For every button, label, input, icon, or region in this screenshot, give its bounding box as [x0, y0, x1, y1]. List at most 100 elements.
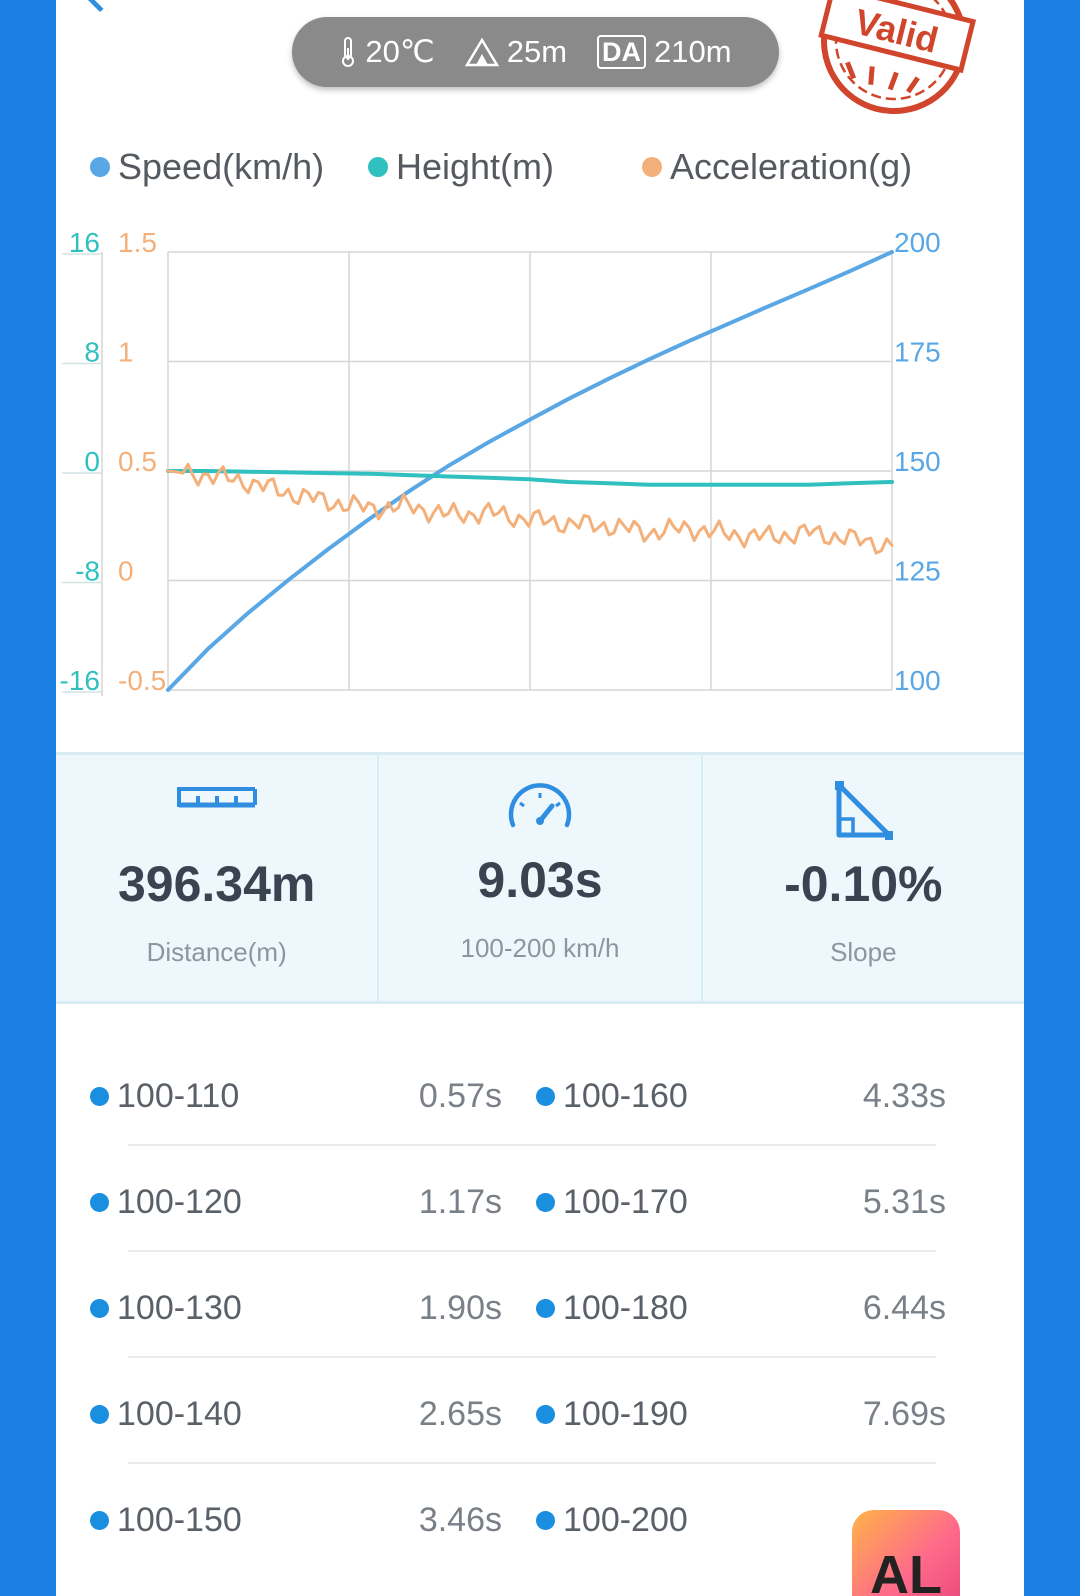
thermometer-icon	[342, 37, 355, 67]
split-row: 100-110 0.57s 100-160 4.33s	[56, 1040, 1024, 1146]
temperature-value: 20℃	[365, 34, 435, 69]
slope-label: Slope	[830, 937, 897, 967]
split-left-time: 2.65s	[418, 1395, 502, 1433]
tick-label-height: -8	[75, 556, 100, 587]
split-right-time: 6.44s	[862, 1289, 946, 1327]
tick-label-speed: 100	[894, 665, 941, 696]
split-row: 100-130 1.90s 100-180 6.44s	[56, 1252, 1024, 1358]
row-divider	[128, 1462, 936, 1464]
split-left-time: 1.17s	[418, 1183, 502, 1221]
split-dot	[90, 1193, 109, 1212]
split-row: 100-120 1.17s 100-170 5.31s	[56, 1146, 1024, 1252]
tick-label-height: 16	[69, 227, 100, 258]
split-row: 100-150 3.46s 100-200	[56, 1464, 1024, 1570]
split-right-range: 100-200	[563, 1501, 688, 1539]
legend-height[interactable]: Height(m)	[368, 146, 554, 188]
distance-label: Distance(m)	[146, 937, 287, 967]
split-left-time: 0.57s	[418, 1077, 502, 1115]
series-line-acceleration-g	[166, 462, 894, 555]
tick-label-acceleration: -0.5	[118, 665, 166, 696]
split-left-label: 100-150	[90, 1501, 242, 1540]
split-left-range: 100-130	[117, 1289, 242, 1327]
tick-label-height: 0	[84, 446, 100, 477]
row-divider	[128, 1144, 936, 1146]
split-right-time: 4.33s	[862, 1077, 946, 1115]
split-dot	[90, 1511, 109, 1530]
legend-label-height: Height(m)	[396, 146, 555, 187]
tick-label-acceleration: 0.5	[118, 446, 157, 477]
split-left-range: 100-120	[117, 1183, 242, 1221]
split-left-time: 3.46s	[418, 1501, 502, 1539]
row-divider	[128, 1250, 936, 1252]
distance-stat: 396.34m Distance(m)	[56, 755, 377, 1001]
slope-value: -0.10%	[784, 856, 943, 912]
split-right-time: 7.69s	[862, 1395, 946, 1433]
split-dot	[536, 1299, 555, 1318]
back-arrow-icon[interactable]	[86, 0, 117, 13]
split-right-time: 5.31s	[862, 1183, 946, 1221]
density-altitude-item: DA 210m	[597, 34, 732, 70]
split-right-label: 100-190	[536, 1395, 688, 1434]
split-right-label: 100-170	[536, 1183, 688, 1222]
speedometer-icon	[508, 783, 572, 828]
split-right-label: 100-180	[536, 1289, 688, 1328]
tick-label-height: 8	[84, 337, 100, 368]
split-right-range: 100-190	[563, 1395, 688, 1433]
split-row: 100-140 2.65s 100-190 7.69s	[56, 1358, 1024, 1464]
results-panel: 20℃ 25m DA 210m Valid Speed(	[56, 0, 1024, 1596]
conditions-pill: 20℃ 25m DA 210m	[292, 17, 779, 87]
al-app-badge[interactable]: AL	[852, 1510, 960, 1596]
tick-label-acceleration: 1	[118, 337, 134, 368]
split-right-label: 100-160	[536, 1077, 688, 1116]
time-label: 100-200 km/h	[460, 933, 620, 963]
split-left-label: 100-140	[90, 1395, 242, 1434]
legend-speed[interactable]: Speed(km/h)	[90, 146, 324, 188]
split-dot	[90, 1299, 109, 1318]
valid-stamp: Valid	[818, 0, 977, 114]
ruler-icon	[176, 787, 257, 808]
temperature-item: 20℃	[339, 34, 435, 70]
split-times-list: 100-110 0.57s 100-160 4.33s 100-120 1.17…	[56, 1040, 1024, 1570]
split-right-range: 100-180	[563, 1289, 688, 1327]
distance-value: 396.34m	[117, 856, 316, 912]
split-dot	[90, 1087, 109, 1106]
performance-chart: 16 8 0 -8 -16 1.5 1 0.5 0 -0.5 200 175 150 125 100	[60, 227, 941, 696]
legend-label-speed: Speed(km/h)	[118, 146, 325, 187]
split-left-range: 100-110	[117, 1077, 240, 1115]
legend-dot-speed	[90, 157, 110, 177]
legend-label-acceleration: Acceleration(g)	[670, 146, 913, 187]
split-left-label: 100-120	[90, 1183, 242, 1222]
split-left-time: 1.90s	[418, 1289, 502, 1327]
split-dot	[536, 1405, 555, 1424]
time-stat: 9.03s 100-200 km/h	[377, 755, 700, 1001]
series-line-speed-km-h	[166, 250, 894, 692]
tick-label-acceleration: 0	[118, 556, 134, 587]
split-left-label: 100-130	[90, 1289, 242, 1328]
slope-stat: -0.10% Slope	[700, 755, 1024, 1001]
chart-legend: Speed(km/h) Height(m) Acceleration(g)	[90, 146, 990, 196]
split-left-label: 100-110	[90, 1077, 239, 1116]
split-left-range: 100-150	[117, 1501, 242, 1539]
tick-label-acceleration: 1.5	[118, 227, 157, 258]
altitude-item: 25m	[464, 34, 568, 70]
legend-dot-height	[368, 157, 388, 177]
mountain-icon	[464, 37, 499, 67]
slope-icon	[835, 781, 894, 840]
legend-acceleration[interactable]: Acceleration(g)	[642, 146, 912, 188]
tick-label-speed: 125	[894, 556, 941, 587]
split-right-range: 100-160	[563, 1077, 688, 1115]
tick-label-speed: 175	[894, 337, 941, 368]
tick-label-speed: 200	[894, 227, 941, 258]
split-right-range: 100-170	[563, 1183, 688, 1221]
split-left-range: 100-140	[117, 1395, 242, 1433]
split-dot	[90, 1405, 109, 1424]
series-line-height-m	[166, 469, 894, 487]
legend-dot-acceleration	[642, 157, 662, 177]
stats-bar: 396.34m Distance(m) 9.03s 100-200 km/h	[56, 752, 1024, 1004]
split-dot	[536, 1511, 555, 1530]
altitude-value: 25m	[506, 34, 568, 69]
split-right-label: 100-200	[536, 1501, 688, 1540]
time-value: 9.03s	[477, 852, 603, 908]
split-dot	[536, 1193, 555, 1212]
tick-label-speed: 150	[894, 446, 941, 477]
